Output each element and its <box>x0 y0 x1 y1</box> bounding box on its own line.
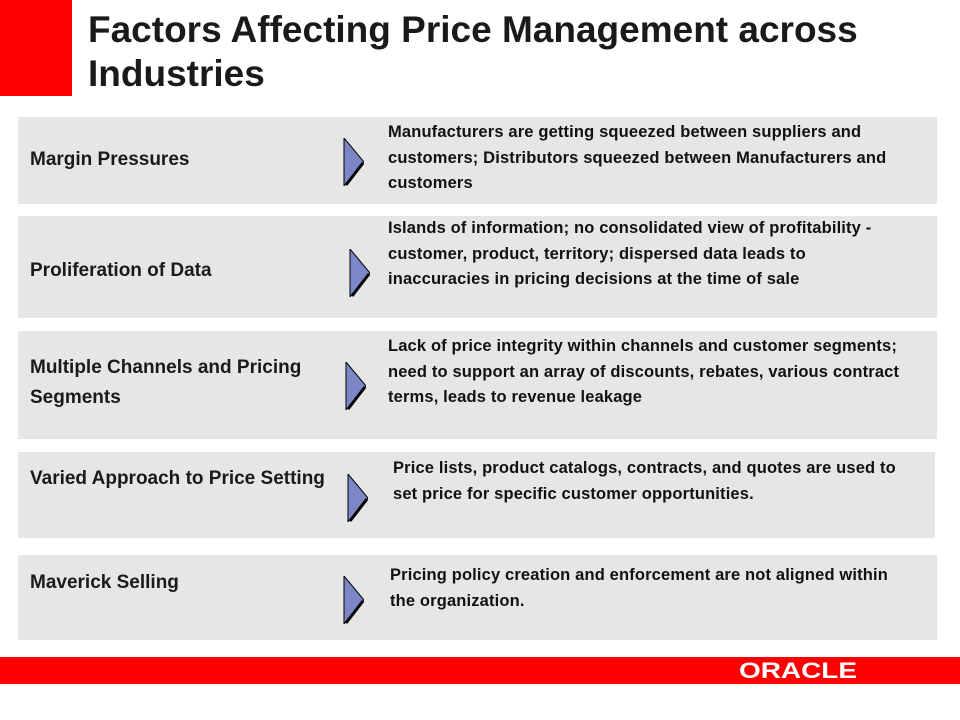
factor-label: Varied Approach to Price Setting <box>30 468 325 489</box>
chevron-right-icon <box>343 138 364 186</box>
chevron-right-icon <box>343 576 364 624</box>
footer-bar <box>0 657 960 684</box>
factor-description: Lack of price integrity within channels … <box>388 337 900 406</box>
factor-label: Margin Pressures <box>30 149 190 170</box>
factor-label: Maverick Selling <box>30 572 179 593</box>
slide-title: Factors Affecting Price Management acros… <box>88 9 858 94</box>
oracle-logo-text: ORACLE <box>739 658 857 682</box>
factor-row-margin-pressures: Margin Pressures Manufacturers are getti… <box>18 117 937 204</box>
title-accent-block <box>0 0 72 96</box>
chevron-right-icon <box>345 362 366 410</box>
factor-row-multiple-channels: Multiple Channels and Pricing Segments L… <box>18 331 937 439</box>
factor-description: Islands of information; no consolidated … <box>388 219 872 288</box>
factor-row-maverick-selling: Maverick Selling Pricing policy creation… <box>18 555 937 640</box>
factor-description: Price lists, product catalogs, contracts… <box>393 459 896 503</box>
chevron-right-icon <box>347 474 368 522</box>
oracle-logo: ORACLE <box>736 658 860 682</box>
factor-description: Manufacturers are getting squeezed betwe… <box>388 123 887 192</box>
chevron-right-icon <box>349 249 370 297</box>
factor-row-proliferation-of-data: Proliferation of Data Islands of informa… <box>18 216 937 318</box>
factor-label: Proliferation of Data <box>30 260 212 281</box>
factor-row-varied-approach: Varied Approach to Price Setting Price l… <box>18 452 935 538</box>
factor-description: Pricing policy creation and enforcement … <box>390 566 888 610</box>
factor-label: Multiple Channels and Pricing Segments <box>30 357 302 408</box>
